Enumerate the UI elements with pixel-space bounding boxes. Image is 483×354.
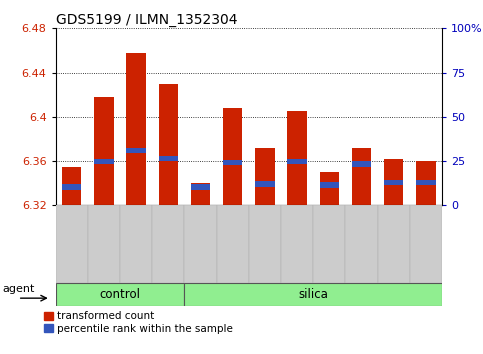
Bar — [287, 111, 307, 205]
Bar — [384, 159, 403, 205]
Bar — [56, 205, 88, 283]
Bar — [249, 205, 281, 283]
Bar — [255, 181, 274, 187]
Text: control: control — [99, 288, 141, 301]
Bar — [191, 183, 210, 205]
Text: agent: agent — [2, 284, 35, 294]
Bar — [313, 205, 345, 283]
Bar — [281, 205, 313, 283]
Bar — [287, 159, 307, 164]
Bar — [56, 283, 185, 306]
Bar — [94, 159, 114, 164]
Bar — [88, 205, 120, 283]
Bar — [255, 148, 274, 205]
Bar — [191, 184, 210, 190]
Bar — [320, 182, 339, 188]
Bar — [352, 161, 371, 167]
Bar — [384, 180, 403, 185]
Bar — [185, 283, 442, 306]
Bar — [94, 97, 114, 205]
Bar — [120, 205, 152, 283]
Bar — [185, 205, 216, 283]
Bar — [62, 184, 81, 190]
Bar — [127, 53, 146, 205]
Legend: transformed count, percentile rank within the sample: transformed count, percentile rank withi… — [44, 312, 233, 333]
Bar — [345, 205, 378, 283]
Bar — [158, 155, 178, 161]
Bar — [62, 167, 81, 205]
Bar — [216, 205, 249, 283]
Bar — [127, 148, 146, 153]
Bar — [320, 172, 339, 205]
Bar — [416, 161, 436, 205]
Bar — [410, 205, 442, 283]
Text: silica: silica — [298, 288, 328, 301]
Bar — [223, 108, 242, 205]
Bar — [378, 205, 410, 283]
Bar — [158, 84, 178, 205]
Text: GDS5199 / ILMN_1352304: GDS5199 / ILMN_1352304 — [56, 13, 237, 27]
Bar — [416, 180, 436, 185]
Bar — [352, 148, 371, 205]
Bar — [223, 160, 242, 166]
Bar — [152, 205, 185, 283]
